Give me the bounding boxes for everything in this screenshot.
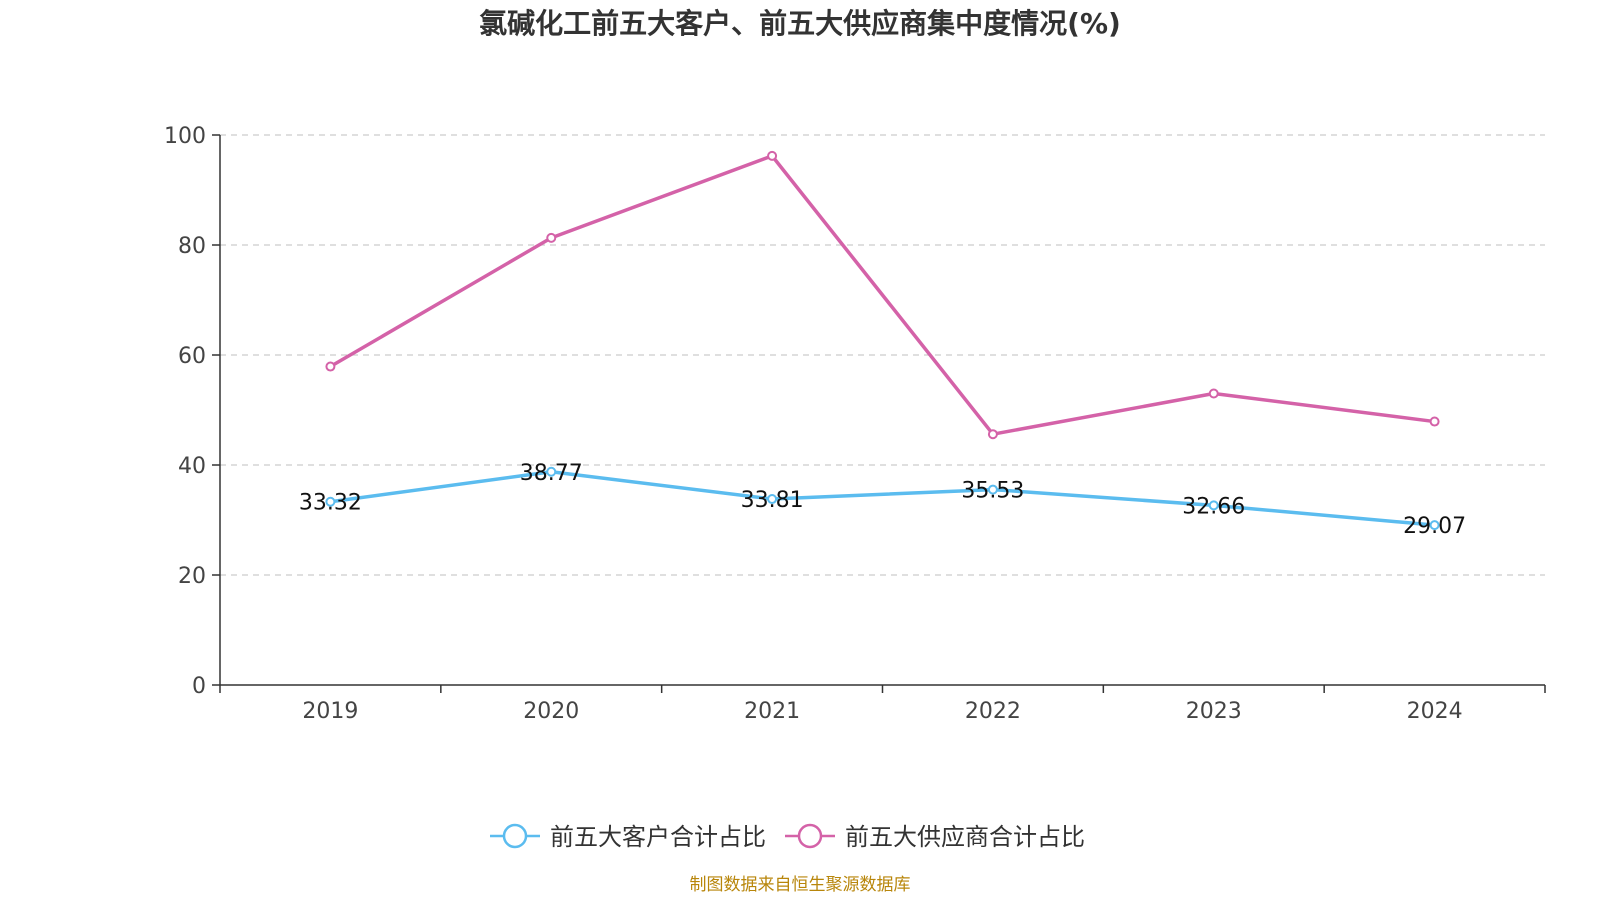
data-point [987,429,998,440]
x-tick-label: 2023 [1186,699,1242,724]
y-tick-label: 60 [178,344,206,369]
x-tick-label: 2022 [965,699,1021,724]
chart-title: 氯碱化工前五大客户、前五大供应商集中度情况(%) [479,7,1121,40]
data-point [546,232,557,243]
x-tick-label: 2024 [1407,699,1463,724]
data-label: 38.77 [520,461,583,486]
data-point [1208,500,1219,511]
legend-marker-icon [502,823,528,849]
data-point [767,150,778,161]
y-tick-label: 80 [178,234,206,259]
data-point [546,466,557,477]
y-tick-label: 100 [164,124,206,149]
legend[interactable]: 前五大客户合计占比 前五大供应商合计占比 [490,823,1085,851]
y-tick-label: 20 [178,564,206,589]
data-label: 33.32 [299,491,362,516]
axes: 0 20 40 60 80 100 2019 2020 2021 2022 2023 2024 [164,124,1546,724]
data-point [1429,520,1440,531]
legend-item[interactable]: 前五大供应商合计占比 [785,823,1085,851]
legend-item[interactable]: 前五大客户合计占比 [490,823,766,851]
data-label: 35.53 [961,479,1024,504]
data-point [767,494,778,505]
x-tick-label: 2021 [744,699,800,724]
data-label: 32.66 [1182,494,1245,519]
y-tick-label: 40 [178,454,206,479]
data-point [1208,388,1219,399]
data-point [1429,416,1440,427]
data-point [325,496,336,507]
x-tick-label: 2019 [302,699,358,724]
legend-label: 前五大客户合计占比 [550,823,766,851]
series-group [325,150,1440,531]
source-note: 制图数据来自恒生聚源数据库 [690,875,911,895]
series-line [330,470,1435,527]
data-label: 29.07 [1403,514,1466,539]
legend-marker-icon [797,823,823,849]
series-line [329,154,1435,436]
data-point [987,484,998,495]
x-tick-label: 2020 [523,699,579,724]
data-label: 33.81 [741,488,804,513]
y-tick-label: 0 [192,674,206,699]
data-labels: 33.32 38.77 33.81 35.53 32.66 29.07 [299,461,1466,539]
data-point [325,361,336,372]
grid [220,134,1545,576]
legend-label: 前五大供应商合计占比 [845,823,1085,851]
